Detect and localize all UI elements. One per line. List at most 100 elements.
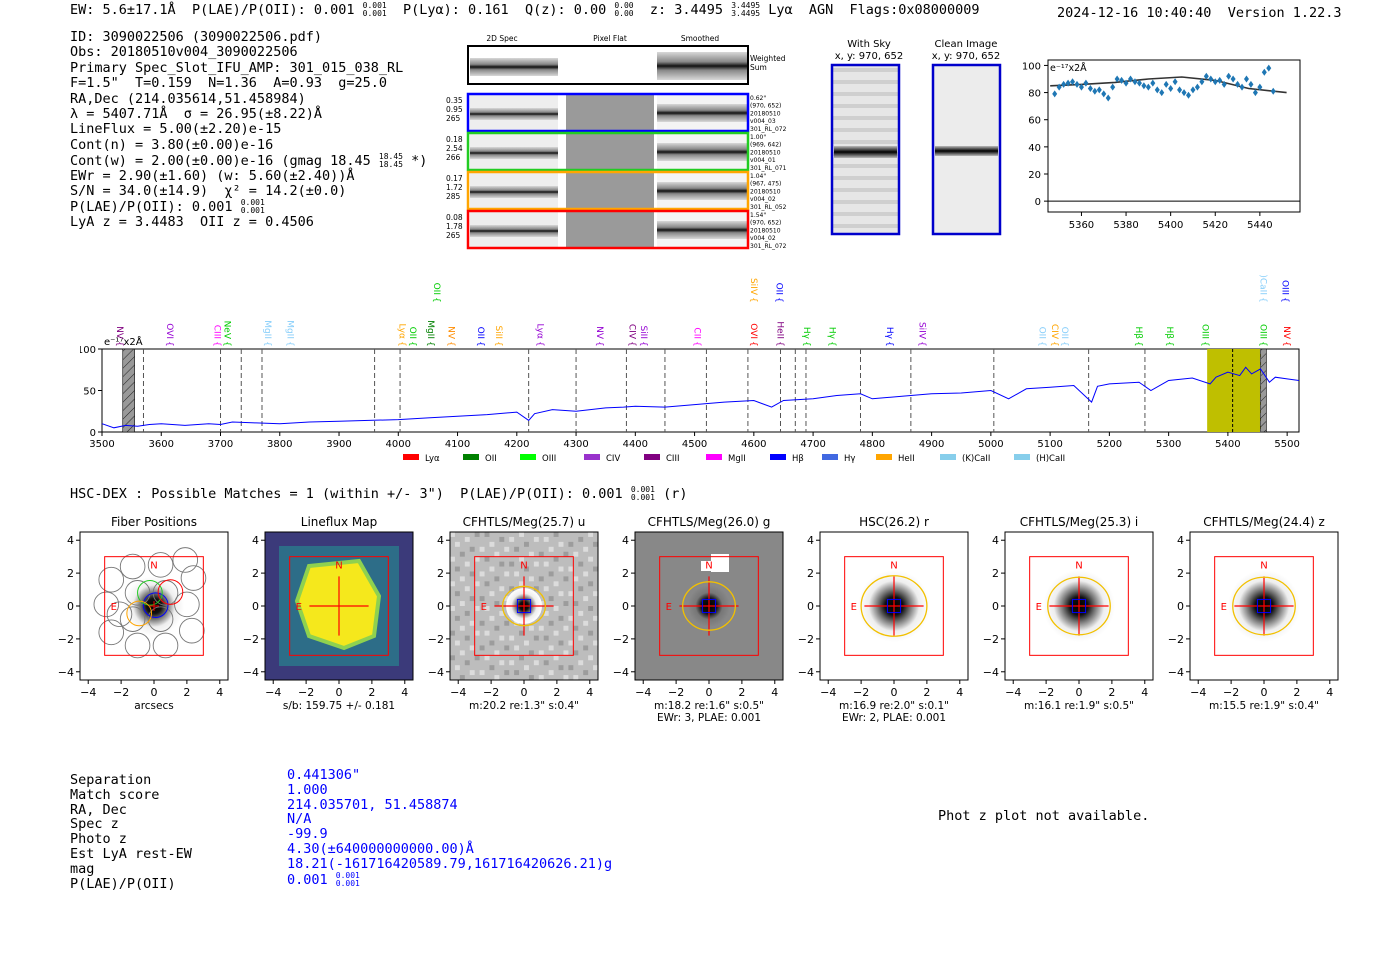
zoom-data-point [1114, 75, 1120, 83]
spec2d-smoothed-trace [657, 104, 747, 122]
match-values: 0.441306" 1.000 214.035701, 51.458874 N/… [287, 768, 612, 887]
zoom-data-point [1235, 80, 1241, 88]
noise-pixel [504, 670, 510, 676]
cutout-subtitle: m:16.1 re:1.9" s:0.5" [1024, 700, 1134, 712]
noise-pixel [524, 566, 529, 572]
line-label-brace: { [801, 341, 811, 347]
noise-pixel [450, 556, 455, 562]
line-label-text: CIV [626, 324, 636, 340]
cutout-ytick-label: 2 [1177, 567, 1184, 580]
noise-pixel [588, 606, 594, 611]
line-label-high: (H)CaII { [1257, 275, 1267, 303]
noise-pixel [533, 536, 539, 542]
noise-pixel [474, 556, 480, 562]
spec2d-row-meta: (970, 652) [750, 103, 781, 110]
line-label: Hβ { [1133, 326, 1143, 346]
noise-pixel [524, 541, 529, 547]
noise-pixel [519, 655, 524, 661]
noise-pixel [454, 615, 460, 621]
line-label-brace: { [638, 341, 648, 347]
noise-pixel [484, 606, 490, 611]
fiber-circle [119, 606, 146, 632]
match-label: Separation [70, 772, 152, 788]
zoom-data-point [1203, 72, 1209, 80]
cutout-subtitle: s/b: 159.75 +/- 0.181 [283, 700, 395, 712]
spec2d-row-meta: 0.62" [750, 95, 766, 102]
spec2d-row-meta: 1.00" [750, 134, 766, 141]
spectrum-xtick-label: 5400 [1215, 439, 1240, 450]
noise-pixel [588, 532, 594, 537]
noise-pixel [474, 581, 480, 587]
legend-label: MgII [728, 454, 746, 464]
fiber-circle [106, 601, 133, 628]
info-lineflux: LineFlux = 5.00(±2.20)e-15 [70, 121, 282, 138]
aperture-ellipse [1047, 576, 1111, 636]
cutout-subtitle: arcsecs [134, 700, 173, 712]
line-label: Hγ{ [827, 327, 837, 347]
cutout-title: CFHTLS/Meg(24.4) z [1203, 515, 1325, 529]
noise-pixel [454, 591, 460, 597]
line-label: OIII { [1257, 324, 1267, 347]
aperture-ellipse [682, 581, 736, 631]
spec2d-smoothed-trace [657, 182, 747, 200]
noise-pixel [479, 670, 485, 676]
zoom-unit-label: e⁻¹⁷x2Å [1050, 62, 1087, 74]
line-label-brace: { [164, 341, 174, 347]
spectrum-xtick-label: 4400 [623, 439, 648, 450]
line-label: MgII { [284, 320, 294, 347]
spec2d-row-frame [466, 209, 750, 250]
noise-pixel [489, 591, 495, 597]
noise-pixel [583, 571, 589, 577]
line-label-text: NV [114, 326, 124, 340]
noise-pixel [588, 581, 594, 587]
line-label: Lyα{ [535, 324, 545, 347]
noise-pixel [479, 596, 485, 602]
spec2d-row-stat: 0.08 [446, 213, 463, 222]
noise-pixel [538, 625, 544, 631]
noise-pixel [509, 586, 515, 592]
line-label-text: MgII [425, 320, 435, 339]
noise-pixel [543, 586, 549, 592]
line-label-text: OII [475, 327, 485, 339]
noise-pixel [499, 635, 505, 641]
noise-pixel [578, 635, 584, 641]
noise-pixel [583, 546, 589, 552]
noise-pixel [548, 620, 554, 626]
zoom-xtick-label: 5400 [1158, 220, 1183, 231]
noise-pixel [504, 546, 510, 552]
legend-swatch [940, 454, 956, 460]
weighted-sum-2d [470, 58, 558, 76]
cutout-ytick-label: −2 [613, 633, 629, 646]
line-label-brace: { [396, 341, 406, 347]
line-label: SiIV{ [917, 322, 927, 347]
zoom-data-point [1217, 76, 1223, 84]
noise-pixel [548, 670, 554, 676]
noise-pixel [548, 546, 554, 552]
noise-pixel [459, 601, 465, 606]
cutout-ytick-label: −2 [428, 633, 444, 646]
noise-pixel [593, 640, 598, 646]
info-ewr: EWr = 2.90(±1.60) (w: 5.60(±2.40))Å [70, 167, 355, 184]
line-label-brace: { [827, 341, 837, 347]
spec2d-row-meta: v004_02 [750, 235, 776, 242]
noise-pixel [450, 532, 455, 537]
spec2d-row-stat: 1.78 [446, 222, 463, 231]
zoom-data-point [1261, 68, 1267, 76]
spectrum-xtick-label: 3800 [267, 439, 292, 450]
zoom-data-point [1150, 79, 1156, 87]
line-label-text: OIII [1257, 324, 1267, 339]
zoom-data-point [1185, 91, 1191, 99]
spec2d-row-stat: 265 [446, 114, 461, 123]
spectrum-unit-label: e⁻¹⁷x2Å [104, 335, 143, 348]
cutout-ytick-label: −4 [983, 666, 999, 679]
info-radec: RA,Dec (214.035614,51.458984) [70, 90, 306, 107]
line-label-text: SiIV [917, 322, 927, 340]
search-box [104, 556, 204, 656]
noise-pixel [494, 650, 500, 656]
spec2d-row-meta: 20180510 [750, 149, 781, 156]
line-label: SiII { [493, 325, 503, 346]
zoom-data-point [1159, 89, 1165, 97]
spec2d-row-meta: v004_01 [750, 157, 776, 164]
noise-pixel [538, 576, 544, 582]
cutout-xtick-label: 0 [336, 686, 343, 699]
